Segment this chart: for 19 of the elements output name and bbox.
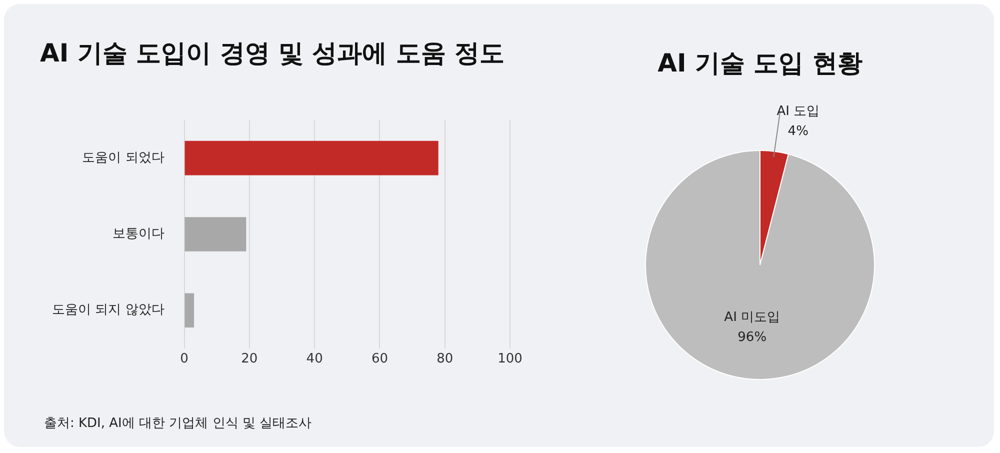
bar <box>184 217 246 252</box>
bar <box>184 140 438 176</box>
x-tick-label: 100 <box>498 352 522 367</box>
source-note: 출처: KDI, AI에 대한 기업체 인식 및 실태조사 <box>44 415 312 432</box>
chart-title: AI 기술 도입이 경영 및 성과에 도움 정도 <box>40 38 505 68</box>
data-label: 4% <box>788 124 808 140</box>
x-tick-label: 40 <box>306 352 323 367</box>
slice-label: AI 미도입 <box>724 310 780 325</box>
x-tick-label: 60 <box>371 352 388 367</box>
slice-label: AI 도입 <box>776 104 820 120</box>
bar <box>184 293 194 328</box>
y-tick-label: 도움이 되었다 <box>82 150 164 166</box>
y-tick-label: 보통이다 <box>112 226 164 242</box>
x-tick-label: 0 <box>180 352 188 367</box>
chart-title: AI 기술 도입 현황 <box>658 48 862 78</box>
data-label: 96% <box>738 330 767 345</box>
x-tick-label: 20 <box>241 352 258 367</box>
y-tick-label: 도움이 되지 않았다 <box>52 302 164 318</box>
x-tick-label: 80 <box>436 352 454 367</box>
